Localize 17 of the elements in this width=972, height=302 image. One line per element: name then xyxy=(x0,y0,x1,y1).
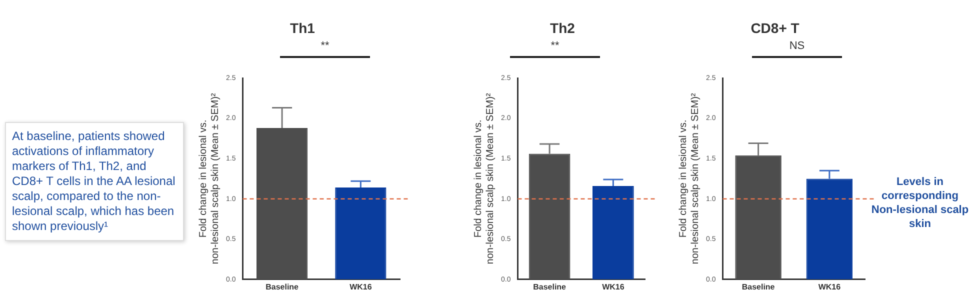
text: At baseline, patients showed activations of inflammatory markers of Th1, Th2, and CD8+ T cells in the AA lesional scalp, compared to the non-lesional scalp, which has been shown previously¹ xyxy=(5,122,184,241)
text: ** xyxy=(320,40,330,52)
y-axis-title: Fold change in lesional vs. non-lesional scalp skin (Mean ± SEM)² xyxy=(678,92,701,264)
x-tick-label: Baseline xyxy=(533,282,567,292)
chart-title: CD8+ T xyxy=(750,20,800,36)
x-tick-label: Baseline xyxy=(266,282,300,292)
y-axis-title: Fold change in lesional vs. non-lesional scalp skin (Mean ± SEM)² xyxy=(198,92,221,264)
chart-title: Th2 xyxy=(549,20,576,36)
x-tick-label: WK16 xyxy=(818,282,842,292)
ref-line-label: Levels in corresponding Non-lesional scalp skin xyxy=(870,175,970,231)
chart-title: Th1 xyxy=(289,20,316,36)
x-tick-label: WK16 xyxy=(350,282,372,292)
x-tick-label: WK16 xyxy=(602,282,625,292)
text: ** xyxy=(550,40,560,52)
x-tick-label: Baseline xyxy=(742,282,776,292)
y-axis-title: Fold change in lesional vs. non-lesional scalp skin (Mean ± SEM)² xyxy=(472,92,496,264)
text: NS xyxy=(788,40,806,52)
